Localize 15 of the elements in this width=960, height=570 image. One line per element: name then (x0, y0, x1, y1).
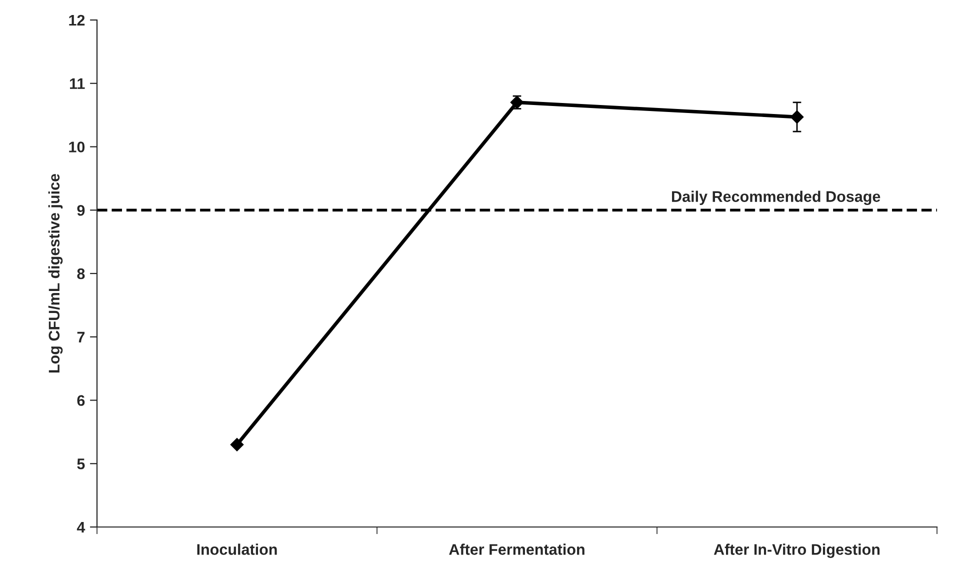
y-tick-label: 5 (77, 458, 85, 470)
y-tick-label: 9 (77, 204, 85, 216)
y-tick-label: 6 (77, 395, 85, 406)
point (230, 438, 244, 452)
y-tick-label: 8 (77, 268, 85, 280)
y-tick-label: 7 (77, 332, 85, 342)
y-tick-label: 12 (69, 14, 85, 26)
x-tick-label: After In-Vitro Digestion (714, 544, 880, 558)
ref-line-label: Daily Recommended Dosage (672, 190, 880, 206)
x-tick-label: Inoculation (197, 544, 277, 555)
x-tick-label: After Fermentation (449, 544, 584, 555)
y-axis-title: Log CFU/mL digestive juice (48, 174, 63, 373)
y-tick-label: 4 (76, 522, 86, 533)
y-tick-label: 11 (70, 78, 85, 89)
y-tick-label: 10 (69, 142, 85, 152)
